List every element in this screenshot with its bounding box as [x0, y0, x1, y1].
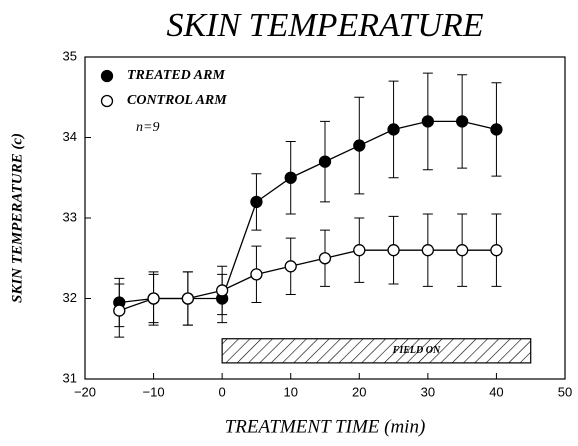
y-tick-label: 33: [63, 209, 77, 224]
x-tick-label: −10: [143, 384, 165, 399]
data-point: [455, 115, 469, 128]
data-point: [490, 244, 503, 257]
data-point: [387, 244, 400, 257]
data-point: [455, 244, 469, 257]
series-line: [119, 249, 497, 312]
data-point: [215, 284, 229, 297]
data-point: [181, 292, 195, 305]
data-point: [490, 123, 503, 136]
legend-marker: [100, 94, 114, 108]
data-point: [113, 304, 126, 317]
data-point: [318, 155, 332, 168]
x-tick-label: 50: [558, 384, 572, 399]
y-tick-label: 35: [63, 48, 77, 63]
data-point: [421, 244, 435, 257]
x-tick-label: −20: [74, 384, 96, 399]
legend-label: TREATED ARM: [127, 68, 225, 83]
field-on-label: FIELD ON: [392, 345, 441, 356]
chart-title: SKIN TEMPERATURE: [167, 7, 484, 44]
x-tick-label: 40: [489, 384, 503, 399]
legend-label: CONTROL ARM: [127, 93, 227, 108]
data-point: [250, 268, 263, 281]
annotation: n=9: [136, 120, 159, 135]
data-point: [250, 195, 263, 209]
x-tick-label: 30: [421, 384, 435, 399]
y-tick-label: 32: [63, 290, 77, 305]
data-point: [421, 115, 435, 128]
data-point: [387, 123, 400, 136]
x-tick-label: 20: [352, 384, 366, 399]
data-point: [284, 171, 297, 184]
x-tick-label: 10: [283, 384, 297, 399]
legend-marker: [100, 69, 114, 83]
x-axis-label: TREATMENT TIME (min): [225, 416, 426, 437]
data-point: [284, 260, 297, 273]
y-tick-label: 31: [63, 370, 77, 385]
series-line: [119, 120, 497, 304]
data-point: [353, 139, 366, 152]
field-on-bar: [221, 338, 532, 364]
data-point: [318, 252, 332, 265]
y-axis-label: SKIN TEMPERATURE (c): [9, 133, 25, 303]
y-tick-label: 34: [63, 129, 77, 144]
data-point: [353, 244, 366, 257]
x-tick-label: 0: [219, 384, 226, 399]
data-point: [147, 292, 160, 305]
